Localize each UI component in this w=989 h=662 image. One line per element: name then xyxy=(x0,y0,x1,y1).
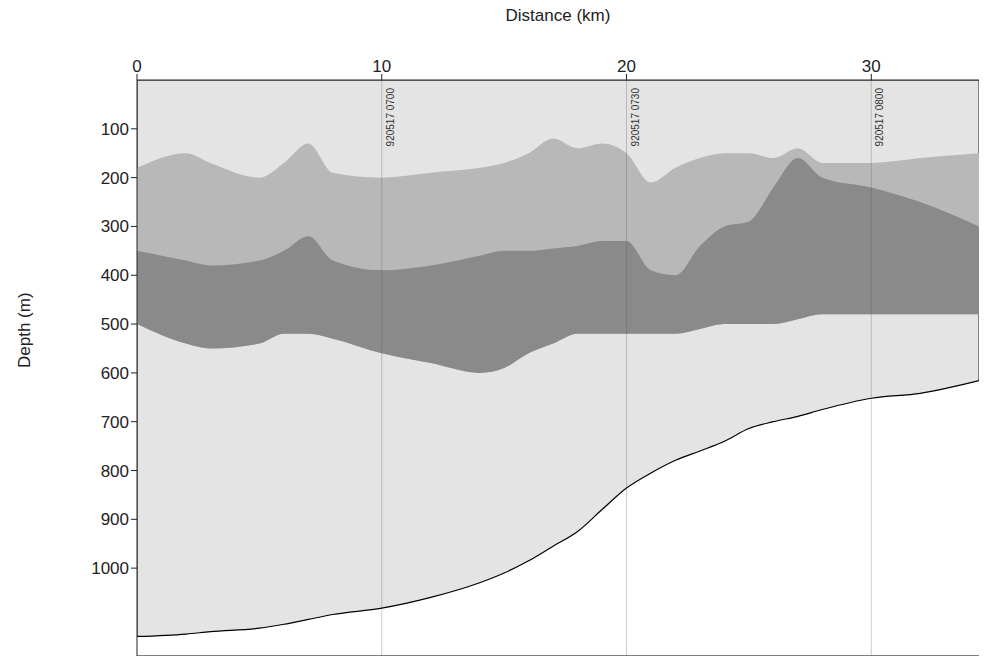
svg-text:1000: 1000 xyxy=(91,559,129,578)
svg-text:200: 200 xyxy=(101,169,129,188)
svg-text:600: 600 xyxy=(101,364,129,383)
svg-text:Distance (km): Distance (km) xyxy=(506,6,611,25)
svg-text:700: 700 xyxy=(101,413,129,432)
svg-text:Depth (m): Depth (m) xyxy=(15,292,34,368)
svg-text:900: 900 xyxy=(101,510,129,529)
svg-text:500: 500 xyxy=(101,315,129,334)
svg-text:20: 20 xyxy=(617,57,636,76)
svg-text:100: 100 xyxy=(101,120,129,139)
svg-text:30: 30 xyxy=(862,57,881,76)
svg-text:10: 10 xyxy=(372,57,391,76)
svg-text:0: 0 xyxy=(132,57,141,76)
svg-text:300: 300 xyxy=(101,217,129,236)
svg-text:920517 0730: 920517 0730 xyxy=(630,88,641,147)
svg-text:920517 0800: 920517 0800 xyxy=(874,88,885,147)
svg-text:920517 0700: 920517 0700 xyxy=(385,88,396,147)
svg-text:400: 400 xyxy=(101,266,129,285)
svg-text:800: 800 xyxy=(101,462,129,481)
